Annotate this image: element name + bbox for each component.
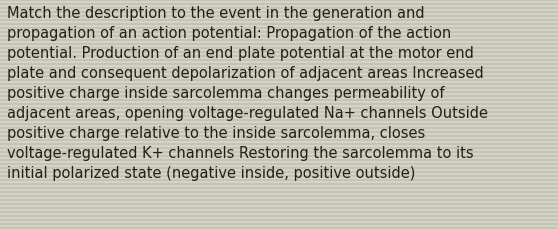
Bar: [0, 12, 558, 14]
Bar: [0, 191, 558, 193]
Bar: [0, 48, 558, 50]
Bar: [0, 211, 558, 213]
Bar: [0, 183, 558, 185]
Bar: [0, 56, 558, 58]
Bar: [0, 92, 558, 94]
Bar: [0, 120, 558, 121]
Bar: [0, 179, 558, 181]
Bar: [0, 28, 558, 30]
Bar: [0, 95, 558, 98]
Bar: [0, 187, 558, 189]
Bar: [0, 16, 558, 18]
Bar: [0, 167, 558, 169]
Bar: [0, 36, 558, 38]
Bar: [0, 123, 558, 125]
Bar: [0, 8, 558, 10]
Bar: [0, 171, 558, 173]
Bar: [0, 135, 558, 137]
Bar: [0, 159, 558, 161]
Bar: [0, 199, 558, 201]
Bar: [0, 175, 558, 177]
Bar: [0, 155, 558, 157]
Bar: [0, 195, 558, 197]
Bar: [0, 72, 558, 74]
Bar: [0, 143, 558, 145]
Bar: [0, 68, 558, 70]
Bar: [0, 223, 558, 225]
Bar: [0, 44, 558, 46]
Bar: [0, 203, 558, 205]
Bar: [0, 115, 558, 117]
Bar: [0, 100, 558, 101]
Bar: [0, 163, 558, 165]
Bar: [0, 84, 558, 86]
Bar: [0, 64, 558, 66]
Bar: [0, 147, 558, 149]
Bar: [0, 207, 558, 209]
Bar: [0, 52, 558, 54]
Text: Match the description to the event in the generation and
propagation of an actio: Match the description to the event in th…: [7, 6, 488, 180]
Bar: [0, 40, 558, 42]
Bar: [0, 60, 558, 62]
Bar: [0, 88, 558, 90]
Bar: [0, 24, 558, 26]
Bar: [0, 139, 558, 141]
Bar: [0, 131, 558, 134]
Bar: [0, 227, 558, 229]
Bar: [0, 219, 558, 221]
Bar: [0, 112, 558, 114]
Bar: [0, 80, 558, 82]
Bar: [0, 76, 558, 78]
Bar: [0, 0, 558, 2]
Bar: [0, 151, 558, 153]
Bar: [0, 215, 558, 217]
Bar: [0, 4, 558, 6]
Bar: [0, 108, 558, 109]
Bar: [0, 104, 558, 106]
Bar: [0, 20, 558, 22]
Bar: [0, 32, 558, 34]
Bar: [0, 128, 558, 129]
